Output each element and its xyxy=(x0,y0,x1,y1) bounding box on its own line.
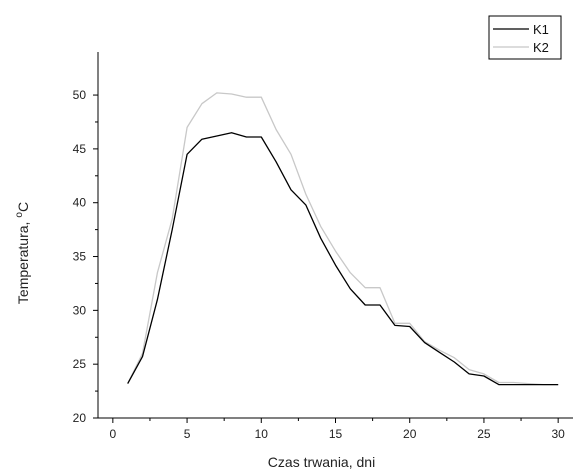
x-tick-label: 30 xyxy=(551,427,565,441)
x-tick-label: 25 xyxy=(477,427,491,441)
y-tick-label: 50 xyxy=(73,88,87,102)
x-tick-label: 0 xyxy=(110,427,117,441)
y-axis-ticks: 20 25 30 35 40 45 50 xyxy=(73,88,98,425)
y-axis-title-main: Temperatura, xyxy=(15,222,31,304)
x-tick-label: 10 xyxy=(255,427,269,441)
y-axis-title-unit: C xyxy=(15,202,31,212)
x-axis-ticks: 0 5 10 15 20 25 30 xyxy=(110,418,565,441)
y-tick-label: 25 xyxy=(73,357,87,371)
y-tick-label: 45 xyxy=(73,142,87,156)
legend-box xyxy=(488,15,562,60)
series-line-k2 xyxy=(127,92,559,386)
legend-label-k1: K1 xyxy=(533,22,549,37)
y-tick-label: 40 xyxy=(73,196,87,210)
y-axis-title-unit-sup: o xyxy=(14,212,25,218)
series-line-k1 xyxy=(127,132,559,386)
legend-label-k2: K2 xyxy=(533,40,549,55)
y-tick-label: 20 xyxy=(73,411,87,425)
x-tick-label: 15 xyxy=(329,427,343,441)
x-tick-label: 20 xyxy=(403,427,417,441)
plot-area: 0 5 10 15 20 25 30 20 25 30 35 40 45 50 xyxy=(73,52,573,441)
x-tick-label: 5 xyxy=(184,427,191,441)
y-tick-label: 30 xyxy=(73,303,87,317)
y-tick-label: 35 xyxy=(73,250,87,264)
y-axis-title: Temperatura, oC xyxy=(14,202,31,304)
series-layer xyxy=(127,92,559,386)
x-axis-title: Czas trwania, dni xyxy=(268,454,375,470)
